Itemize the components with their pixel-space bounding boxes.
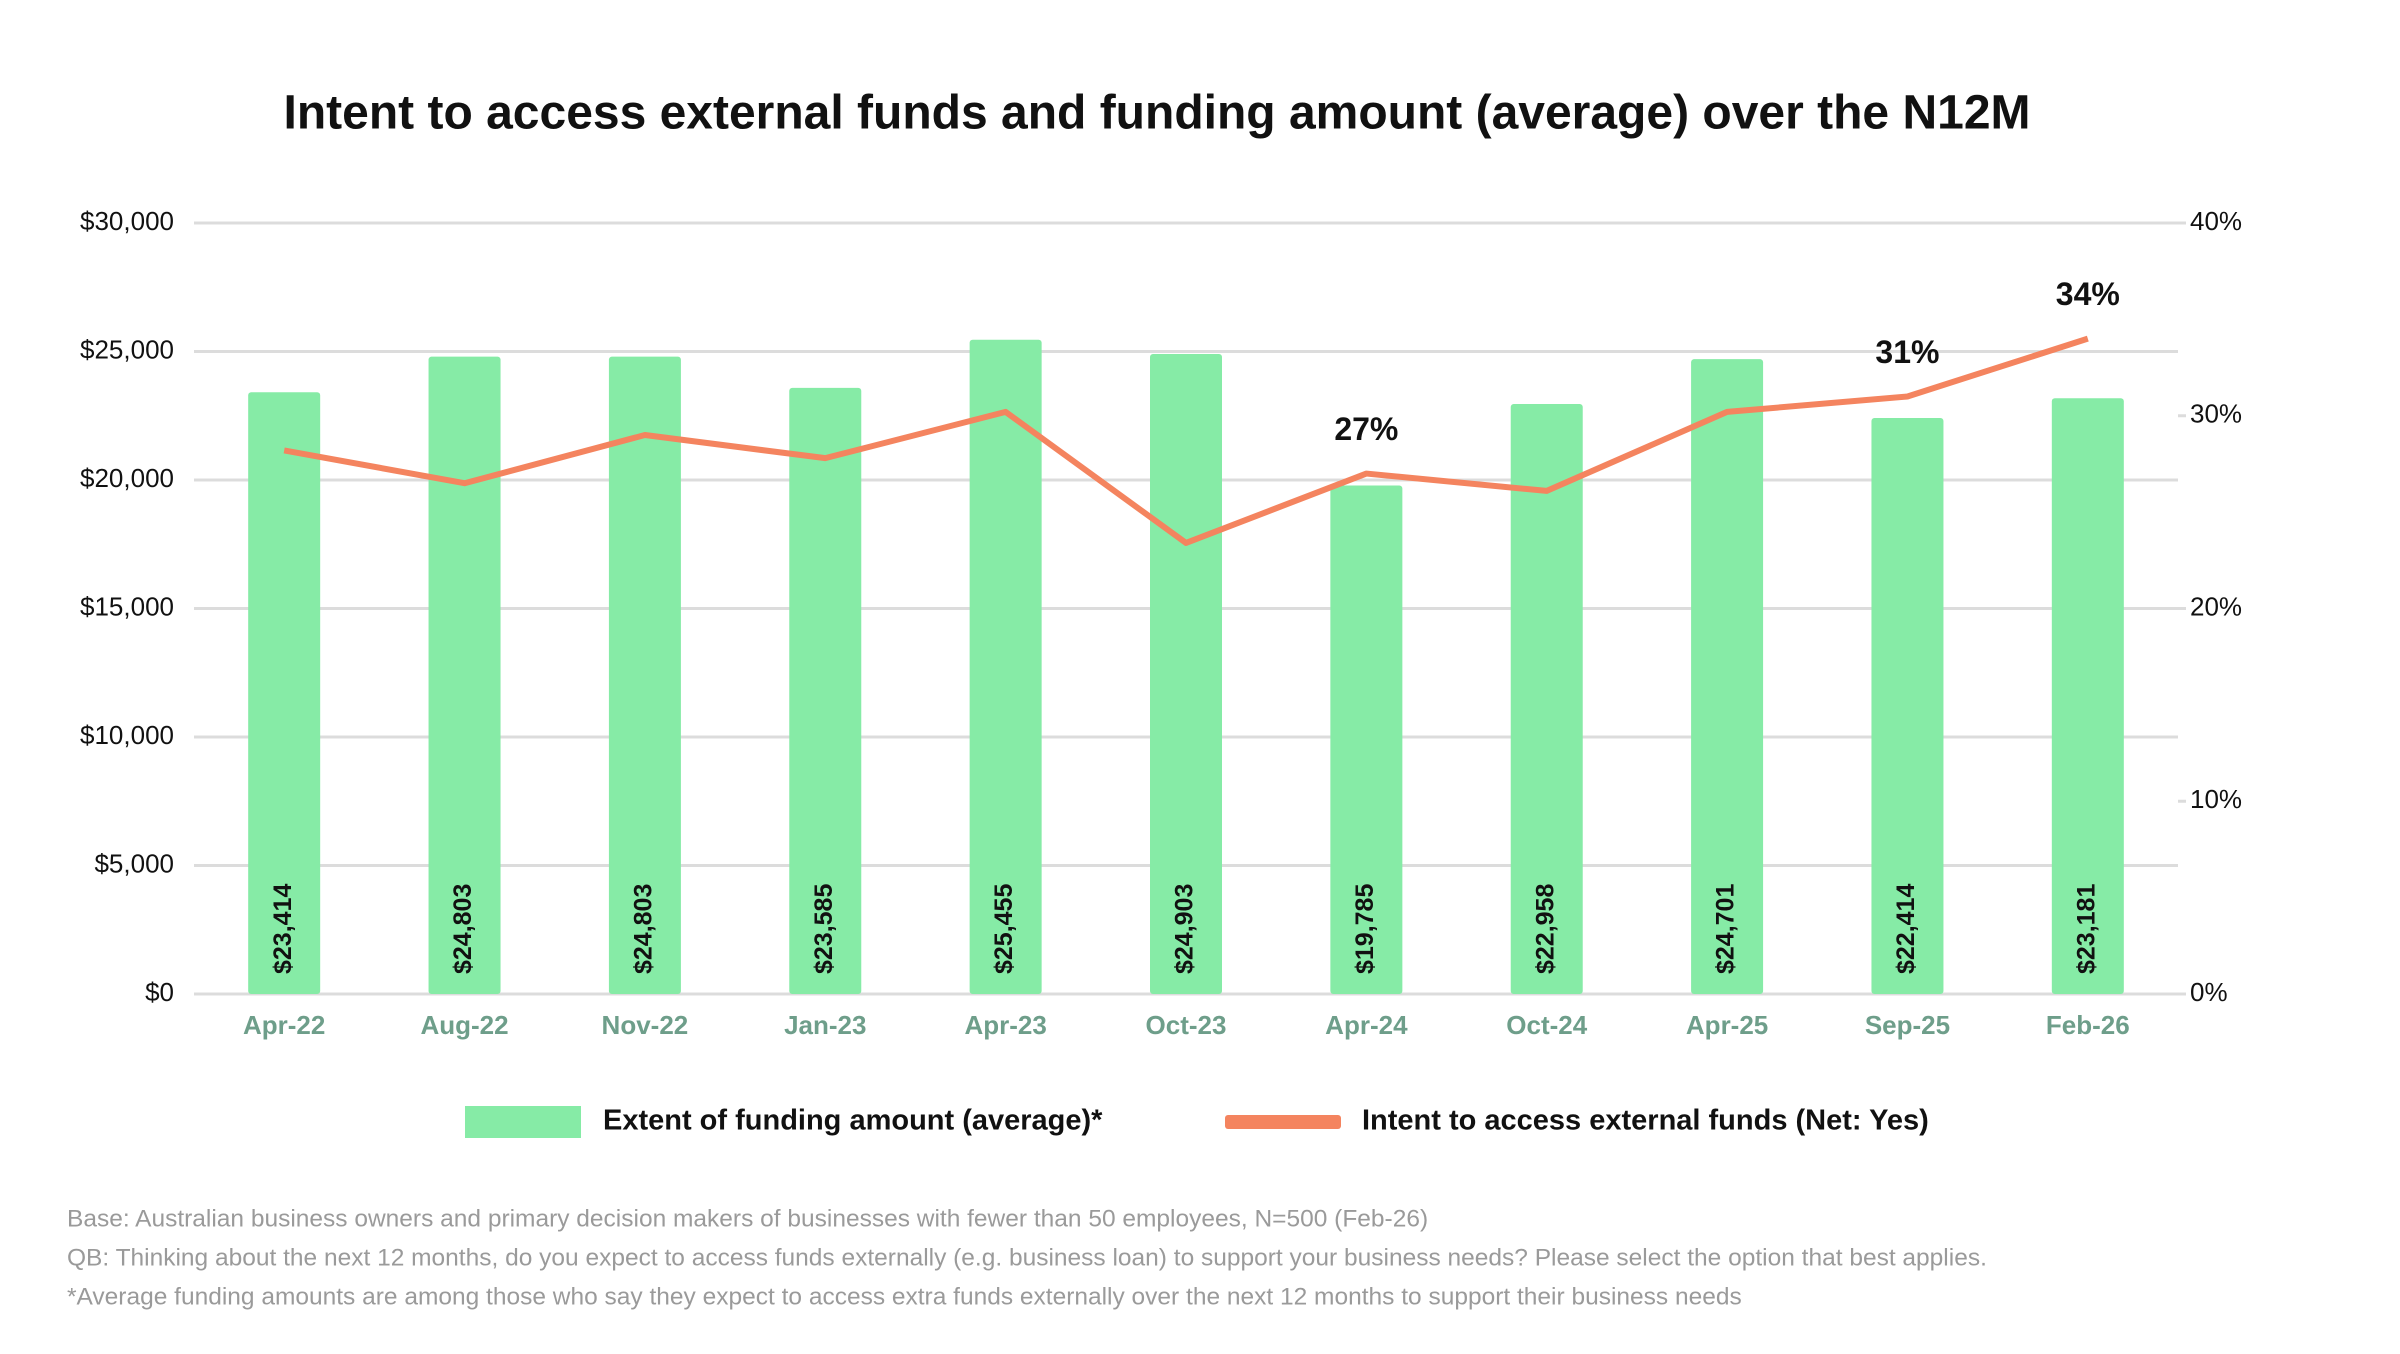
bar — [789, 387, 862, 995]
bar — [608, 356, 681, 995]
y-tick-label: $10,000 — [80, 720, 174, 750]
y-tick-label: $0 — [145, 977, 174, 1007]
chart-title: Intent to access external funds and fund… — [283, 87, 2030, 140]
y2-tick-label: 30% — [2190, 399, 2242, 429]
footnote: QB: Thinking about the next 12 months, d… — [67, 1244, 1987, 1271]
bar — [248, 392, 321, 994]
bar — [1691, 359, 1764, 994]
bar — [1150, 353, 1222, 994]
line-value-label: 27% — [1334, 411, 1398, 447]
y-tick-label: $5,000 — [94, 848, 174, 878]
x-tick-label: Apr-23 — [964, 1010, 1046, 1040]
legend-swatch — [465, 1106, 581, 1138]
bar-value-label: $24,803 — [630, 884, 658, 974]
bar-value-label: $23,181 — [2072, 884, 2100, 974]
x-tick-label: Apr-25 — [1686, 1010, 1768, 1040]
bar-value-label: $19,785 — [1351, 884, 1379, 974]
footnote: *Average funding amounts are among those… — [67, 1283, 1742, 1310]
legend-label: Extent of funding amount (average)* — [603, 1105, 1103, 1137]
y-tick-label: $25,000 — [80, 334, 174, 364]
bar — [1510, 403, 1583, 995]
x-tick-label: Jan-23 — [784, 1010, 866, 1040]
footnote: Base: Australian business owners and pri… — [67, 1205, 1428, 1232]
legend-swatch — [1225, 1115, 1341, 1129]
bar — [2051, 398, 2124, 994]
bar-value-label: $24,803 — [449, 884, 477, 974]
x-tick-label: Apr-22 — [243, 1010, 325, 1040]
x-tick-label: Feb-26 — [2046, 1010, 2130, 1040]
y2-tick-label: 10% — [2190, 784, 2242, 814]
line-value-label: 34% — [2056, 276, 2120, 312]
bar — [1330, 485, 1403, 994]
bar-value-label: $24,903 — [1171, 884, 1199, 974]
bar-value-label: $25,455 — [990, 884, 1018, 974]
y-tick-label: $30,000 — [80, 206, 174, 236]
x-tick-label: Oct-24 — [1506, 1010, 1587, 1040]
bar-value-label: $23,414 — [269, 884, 297, 974]
x-tick-label: Oct-23 — [1146, 1010, 1227, 1040]
x-tick-label: Aug-22 — [420, 1010, 508, 1040]
bar-value-label: $22,958 — [1531, 884, 1559, 974]
bar — [969, 339, 1042, 994]
bar-value-label: $23,585 — [810, 884, 838, 974]
bar — [428, 356, 501, 995]
y-tick-label: $20,000 — [80, 463, 174, 493]
y2-tick-label: 20% — [2190, 591, 2242, 621]
y-tick-label: $15,000 — [80, 591, 174, 621]
line — [283, 335, 2089, 546]
bar-value-label: $24,701 — [1712, 884, 1740, 974]
x-tick-label: Sep-25 — [1865, 1010, 1950, 1040]
bar-value-label: $22,414 — [1892, 884, 1920, 974]
y2-tick-label: 0% — [2190, 977, 2228, 1007]
x-tick-label: Apr-24 — [1325, 1010, 1408, 1040]
legend-label: Intent to access external funds (Net: Ye… — [1362, 1105, 1929, 1137]
bar — [1871, 417, 1944, 994]
line-value-label: 31% — [1875, 334, 1939, 370]
y2-tick-label: 40% — [2190, 206, 2242, 236]
x-tick-label: Nov-22 — [602, 1010, 689, 1040]
